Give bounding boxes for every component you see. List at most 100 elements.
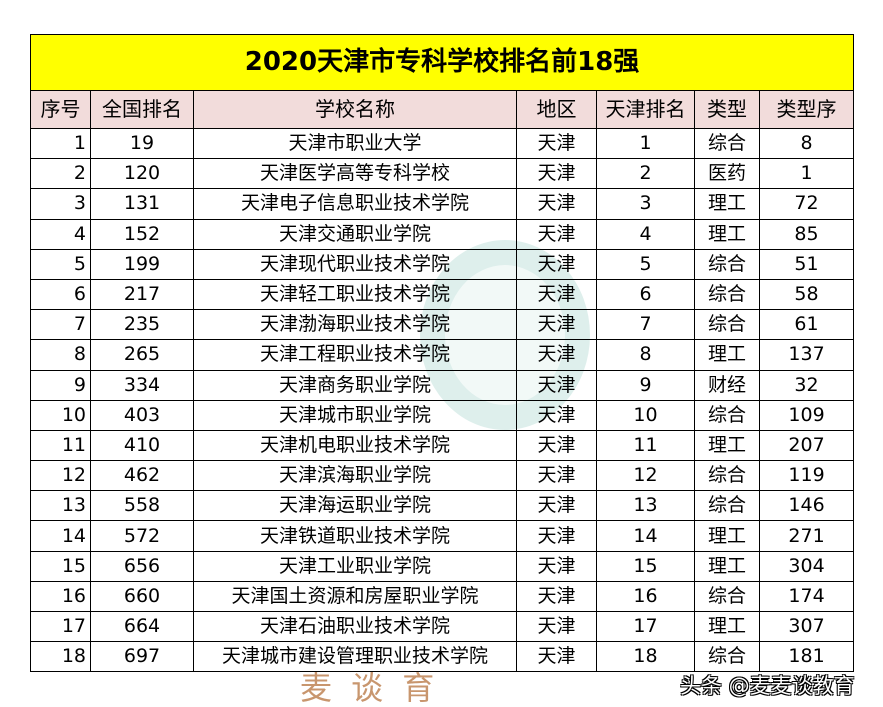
table-cell: 综合 [694,399,760,431]
table-row: 17 664 天津石油职业技术学院 天津 17 理工 307 [30,610,855,643]
watermark-logo-text: 麦 谈 育 [300,672,448,704]
table-cell: 理工 [694,550,760,582]
table-row: 16 660 天津国土资源和房屋职业学院 天津 16 综合 174 [30,580,855,613]
table-cell: 120 [90,158,194,190]
table-cell: 181 [758,641,855,673]
table-cell: 天津现代职业技术学院 [193,248,517,280]
table-cell: 85 [758,218,855,250]
table-cell: 1 [30,127,91,160]
table-cell: 天津 [516,127,597,160]
column-header: 天津排名 [596,90,695,129]
table-row: 13 558 天津海运职业学院 天津 13 综合 146 [30,490,855,522]
table-cell: 天津 [516,248,597,280]
table-cell: 58 [758,278,855,311]
table-cell: 天津 [516,550,597,582]
table-cell: 天津 [516,641,597,673]
table-cell: 1 [758,158,855,190]
table-row: 2 120 天津医学高等专科学校 天津 2 医药 1 [30,158,855,190]
table-row: 9 334 天津商务职业学院 天津 9 财经 32 [30,369,855,401]
table-title: 2020天津市专科学校排名前18强 [29,34,855,91]
column-header: 全国排名 [90,90,194,129]
table-row: 7 235 天津渤海职业技术学院 天津 7 综合 61 [30,309,855,341]
table-cell: 综合 [694,278,760,311]
table-cell: 8 [758,127,855,160]
table-cell: 12 [30,460,91,492]
table-cell: 4 [596,218,695,250]
table-cell: 天津城市建设管理职业技术学院 [193,641,517,673]
table-cell: 天津 [516,490,597,522]
table-cell: 403 [90,399,194,431]
table-cell: 天津铁道职业技术学院 [193,520,517,552]
table-cell: 天津电子信息职业技术学院 [193,188,517,220]
watermark-char: 谈 [351,669,384,707]
table-cell: 天津工业职业学院 [193,550,517,582]
table-cell: 天津 [516,309,597,341]
table-cell: 天津 [516,369,597,401]
table-cell: 综合 [694,460,760,492]
table-cell: 综合 [694,309,760,341]
table-cell: 152 [90,218,194,250]
table-cell: 174 [758,580,855,613]
table-cell: 16 [596,580,695,613]
watermark-char: 育 [402,669,435,707]
table-row: 3 131 天津电子信息职业技术学院 天津 3 理工 72 [30,188,855,220]
table-cell: 6 [30,278,91,311]
table-cell: 265 [90,339,194,371]
table-row: 11 410 天津机电职业技术学院 天津 11 理工 207 [30,429,855,462]
column-header: 类型 [694,90,760,129]
table-cell: 207 [758,429,855,462]
table-cell: 660 [90,580,194,613]
table-cell: 财经 [694,369,760,401]
table-cell: 天津交通职业学院 [193,218,517,250]
table-cell: 271 [758,520,855,552]
table-row: 14 572 天津铁道职业技术学院 天津 14 理工 271 [30,520,855,552]
table-cell: 4 [30,218,91,250]
table-cell: 理工 [694,610,760,643]
table-cell: 1 [596,127,695,160]
table-cell: 天津 [516,460,597,492]
table-cell: 334 [90,369,194,401]
table-cell: 217 [90,278,194,311]
table-cell: 11 [30,429,91,462]
table-cell: 天津市职业大学 [193,127,517,160]
table-cell: 12 [596,460,695,492]
table-cell: 天津工程职业技术学院 [193,339,517,371]
table-cell: 天津 [516,188,597,220]
column-header: 学校名称 [193,90,517,129]
table-cell: 410 [90,429,194,462]
table-cell: 13 [596,490,695,522]
table-row: 5 199 天津现代职业技术学院 天津 5 综合 51 [30,248,855,280]
table-cell: 61 [758,309,855,341]
table-cell: 304 [758,550,855,582]
ranking-table: 2020天津市专科学校排名前18强 序号 全国排名 学校名称 地区 天津排名 类型 类型序 … [29,34,855,673]
table-cell: 天津 [516,399,597,431]
table-cell: 15 [596,550,695,582]
table-cell: 天津机电职业技术学院 [193,429,517,462]
table-cell: 天津 [516,158,597,190]
table-cell: 9 [596,369,695,401]
table-cell: 天津 [516,218,597,250]
table-cell: 131 [90,188,194,220]
table-cell: 307 [758,610,855,643]
table-cell: 2 [596,158,695,190]
table-row: 4 152 天津交通职业学院 天津 4 理工 85 [30,218,855,250]
table-cell: 天津城市职业学院 [193,399,517,431]
table-cell: 664 [90,610,194,643]
table-cell: 5 [596,248,695,280]
table-cell: 综合 [694,641,760,673]
table-cell: 11 [596,429,695,462]
table-cell: 理工 [694,339,760,371]
table-cell: 462 [90,460,194,492]
table-cell: 109 [758,399,855,431]
table-cell: 2 [30,158,91,190]
watermark-char: 麦 [300,669,333,707]
column-header: 类型序 [758,90,855,129]
table-cell: 3 [596,188,695,220]
table-row: 18 697 天津城市建设管理职业技术学院 天津 18 综合 181 [30,641,855,673]
table-cell: 8 [596,339,695,371]
table-cell: 3 [30,188,91,220]
table-cell: 天津商务职业学院 [193,369,517,401]
table-cell: 天津医学高等专科学校 [193,158,517,190]
table-cell: 697 [90,641,194,673]
table-cell: 天津 [516,278,597,311]
